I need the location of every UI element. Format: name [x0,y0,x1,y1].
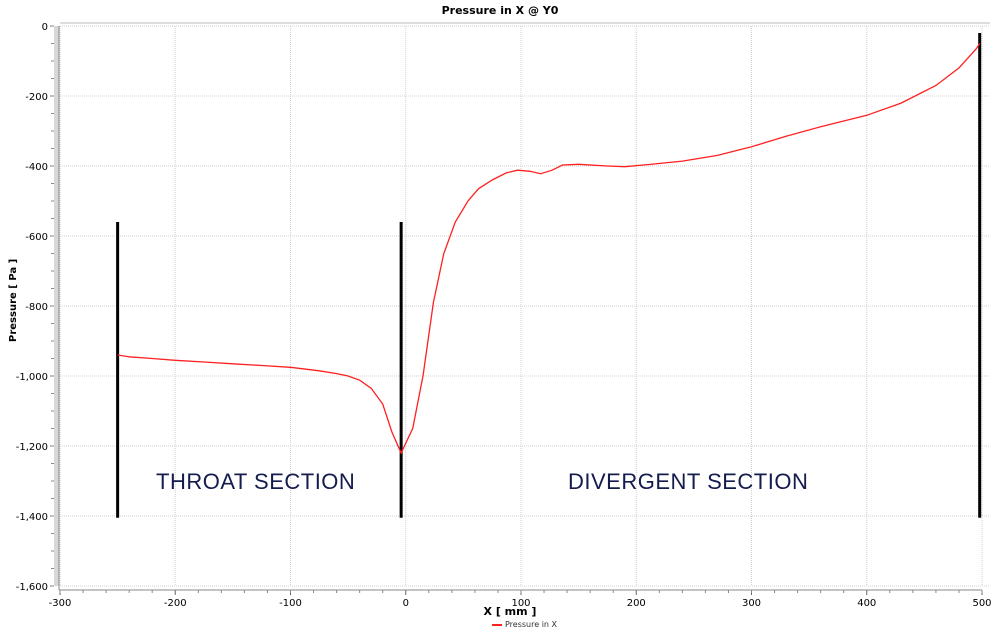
divergent-section-label: DIVERGENT SECTION [568,469,809,494]
chart-title: Pressure in X @ Y0 [441,4,559,17]
pressure-line [117,43,981,455]
y-tick-label: -1,600 [16,582,48,593]
legend-label: Pressure in X [505,620,558,629]
x-axis-label: X [ mm ] [483,605,537,618]
y-tick-label: -200 [25,92,48,103]
x-tick-label: 400 [857,598,876,609]
y-tick-label: -800 [25,302,48,313]
y-tick-label: -1,400 [16,512,48,523]
legend: Pressure in X [492,620,557,629]
legend-swatch-pressure [492,623,502,626]
y-tick-label: -1,200 [16,442,48,453]
x-tick-label: 0 [403,598,409,609]
x-tick-label: -300 [49,598,72,609]
throat-section-label: THROAT SECTION [156,469,356,494]
y-tick-label: -400 [25,162,48,173]
y-tick-label: 0 [42,22,48,33]
x-tick-label: 500 [972,598,991,609]
x-tick-label: 300 [742,598,761,609]
y-tick-label: -600 [25,232,48,243]
y-tick-label: -1,000 [16,372,48,383]
y-axis-label: Pressure [ Pa ] [8,258,19,342]
x-tick-label: 100 [511,598,530,609]
x-tick-label: 200 [627,598,646,609]
x-tick-label: -200 [164,598,187,609]
x-tick-label: -100 [279,598,302,609]
y-axis-bar [54,26,59,586]
